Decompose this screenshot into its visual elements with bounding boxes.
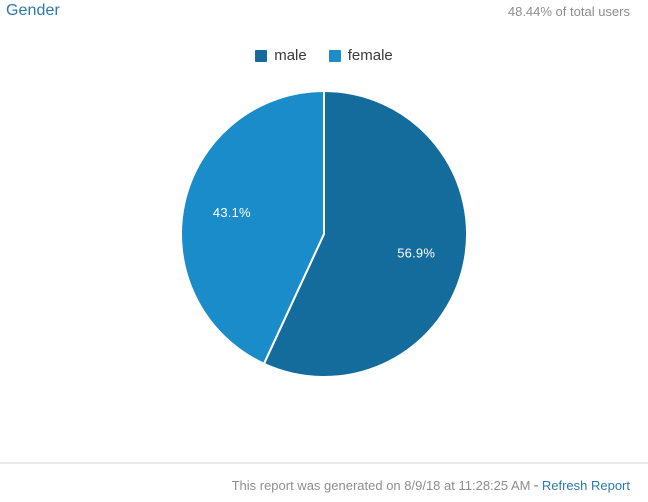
- pie-slice-group: [180, 89, 468, 378]
- pie-slice-female[interactable]: [180, 89, 325, 366]
- widget-footer: This report was generated on 8/9/18 at 1…: [0, 470, 648, 502]
- refresh-report-link[interactable]: Refresh Report: [541, 478, 630, 493]
- legend-label-male: male: [274, 47, 307, 64]
- pie-chart: 56.9% 43.1%: [180, 89, 468, 378]
- legend-label-female: female: [347, 47, 393, 64]
- legend-swatch-male-icon: [255, 50, 268, 62]
- footer-divider: [0, 462, 648, 464]
- report-generated-text: This report was generated on 8/9/18 at 1…: [231, 478, 531, 493]
- pie-label-group: 56.9% 43.1%: [213, 205, 435, 261]
- widget-header: Gender 48.44% of total users: [0, 0, 648, 32]
- page-title[interactable]: Gender: [6, 2, 60, 19]
- legend-item-female[interactable]: female: [328, 47, 393, 65]
- pie-slice-label-male: 56.9%: [397, 246, 435, 261]
- chart-legend: male female: [0, 45, 648, 67]
- pie-chart-container: 56.9% 43.1%: [0, 62, 648, 452]
- footer-separator: -: [533, 477, 539, 494]
- legend-item-male[interactable]: male: [255, 47, 307, 65]
- total-users-note: 48.44% of total users: [507, 4, 630, 19]
- legend-swatch-female-icon: [328, 50, 341, 62]
- pie-slice-label-female: 43.1%: [213, 205, 251, 220]
- pie-slice-male[interactable]: [262, 89, 468, 378]
